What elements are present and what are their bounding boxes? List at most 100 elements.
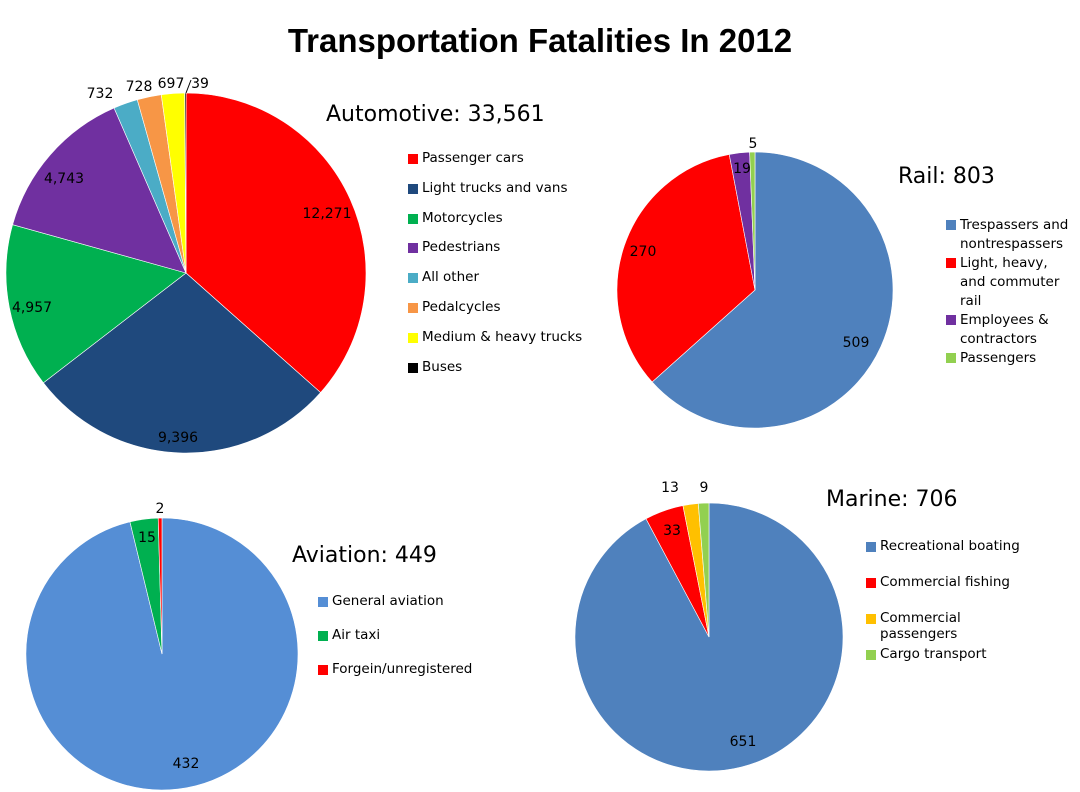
aviation-pie: 432 152 — [25, 501, 299, 791]
legend-swatch — [866, 542, 876, 552]
legend-label: General aviation — [332, 593, 444, 609]
legend-swatch — [946, 258, 956, 268]
automotive-leader-line — [185, 79, 192, 94]
main-title: Transportation Fatalities In 2012 — [287, 22, 793, 59]
legend-label: Recreational boating — [880, 538, 1020, 554]
aviation-data-label-0: 432 — [173, 756, 200, 772]
legend-item: Buses — [408, 359, 582, 389]
rail-slice-3 — [749, 151, 756, 291]
rail-chart-title: Rail: 803 — [898, 164, 995, 189]
legend-item: Medium & heavy trucks — [408, 329, 582, 359]
automotive-slice-1 — [42, 272, 321, 454]
rail-data-label-1: 270 — [630, 244, 657, 260]
aviation-chart-title: Aviation: 449 — [292, 543, 437, 568]
legend-swatch — [318, 665, 328, 675]
legend-label: Passenger cars — [422, 150, 524, 166]
automotive-data-label-6: 697 — [158, 76, 185, 92]
aviation-legend: General aviation Air taxi Forgein/unregist… — [318, 593, 472, 695]
legend-swatch — [408, 362, 418, 373]
automotive-data-label-2: 4,957 — [12, 300, 52, 316]
rail-data-label-2: 19 — [733, 161, 751, 177]
legend-item: Motorcycles — [408, 210, 582, 240]
rail-data-label-0: 509 — [843, 335, 870, 351]
legend-label: Trespassers and nontrespassers — [960, 217, 1069, 252]
rail-pie: 509 270 19 5 — [616, 136, 894, 429]
legend-label: Buses — [422, 358, 463, 375]
legend-swatch — [408, 273, 418, 284]
rail-data-label-3: 5 — [749, 136, 758, 152]
legend-item: Trespassers and nontrespassers — [946, 216, 1071, 254]
marine-pie: 651 33 13 9 — [574, 480, 844, 772]
legend-swatch — [866, 578, 876, 588]
legend-label: Pedalcycles — [422, 298, 501, 315]
legend-item: Forgein/unregistered — [318, 661, 472, 695]
legend-swatch — [946, 315, 956, 325]
legend-swatch — [946, 220, 956, 230]
marine-data-label-0: 651 — [730, 734, 757, 750]
legend-label: Commercial passengers — [880, 610, 961, 642]
legend-swatch — [408, 243, 418, 254]
automotive-data-label-3: 4,743 — [44, 171, 84, 187]
legend-swatch — [408, 302, 418, 313]
rail-slice-0 — [651, 151, 894, 429]
marine-chart-title: Marine: 706 — [826, 487, 958, 512]
legend-swatch — [318, 631, 328, 641]
legend-item: Recreational boating — [866, 538, 1036, 554]
legend-item: Commercial passengers — [866, 610, 1036, 642]
automotive-pie: 12,271 9,396 4,957 4,743 732 728 697 39 — [5, 76, 367, 454]
aviation-data-label-1: 15 — [138, 530, 156, 546]
marine-slice-3 — [697, 502, 710, 638]
legend-label: Passengers — [960, 350, 1037, 366]
legend-item: General aviation — [318, 593, 472, 627]
automotive-legend: Passenger cars Light trucks and vans Motor… — [408, 150, 582, 388]
legend-label: Air taxi — [332, 627, 381, 643]
legend-item: All other — [408, 269, 582, 299]
marine-data-label-3: 9 — [700, 480, 709, 496]
legend-label: Motorcycles — [422, 209, 503, 226]
legend-swatch — [318, 597, 328, 607]
legend-item: Pedalcycles — [408, 299, 582, 329]
legend-item: Passengers — [946, 349, 1071, 368]
legend-label: Forgein/unregistered — [332, 661, 473, 677]
legend-item: Air taxi — [318, 627, 472, 661]
automotive-data-label-4: 732 — [87, 86, 114, 102]
automotive-slice-0 — [185, 92, 367, 393]
automotive-slice-7 — [184, 92, 187, 274]
legend-swatch — [408, 154, 418, 164]
marine-data-label-2: 13 — [661, 480, 679, 496]
legend-label: Medium & heavy trucks — [422, 328, 583, 345]
legend-swatch — [866, 614, 876, 624]
aviation-slice-2 — [157, 517, 163, 655]
legend-label: Commercial fishing — [880, 574, 1011, 590]
marine-data-label-1: 33 — [663, 523, 681, 539]
legend-label: All other — [422, 269, 479, 286]
legend-item: Passenger cars — [408, 150, 582, 180]
rail-legend: Trespassers and nontrespassers Light, hea… — [946, 216, 1071, 368]
legend-swatch — [946, 353, 956, 363]
legend-item: Light, heavy, and commuter rail — [946, 254, 1071, 311]
legend-swatch — [408, 332, 418, 343]
aviation-data-label-2: 2 — [156, 501, 165, 517]
legend-item: Commercial fishing — [866, 574, 1036, 590]
automotive-slice-3 — [12, 107, 187, 274]
automotive-data-label-0: 12,271 — [303, 206, 352, 222]
automotive-chart-title: Automotive: 33,561 — [326, 102, 545, 127]
legend-item: Employees & contractors — [946, 311, 1071, 349]
automotive-data-label-7: 39 — [191, 76, 209, 92]
legend-item: Light trucks and vans — [408, 180, 582, 210]
legend-label: Pedestrians — [422, 239, 501, 256]
legend-label: Cargo transport — [880, 646, 987, 662]
legend-swatch — [408, 183, 418, 194]
automotive-slice-2 — [5, 224, 187, 384]
rail-slice-1 — [616, 154, 756, 383]
marine-legend: Recreational boating Commercial fishing Co… — [866, 538, 1036, 682]
legend-swatch — [866, 650, 876, 660]
automotive-data-label-5: 728 — [126, 79, 153, 95]
legend-label: Employees & contractors — [960, 312, 1049, 347]
legend-item: Cargo transport — [866, 646, 1036, 662]
automotive-data-label-1: 9,396 — [158, 430, 198, 446]
legend-label: Light, heavy, and commuter rail — [960, 255, 1060, 309]
legend-item: Pedestrians — [408, 239, 582, 269]
legend-swatch — [408, 213, 418, 224]
